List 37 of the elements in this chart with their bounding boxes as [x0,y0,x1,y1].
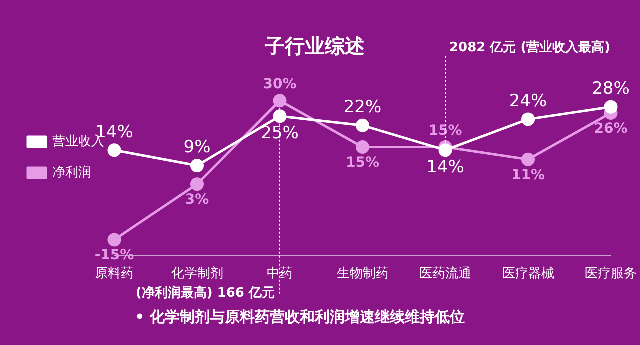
data-label: -15% [94,248,134,264]
point [108,233,122,247]
point [522,152,535,166]
data-label: 15% [346,154,380,171]
point [356,118,370,132]
data-label: 24% [509,91,548,112]
data-label: 30% [263,76,297,93]
data-label: 25% [261,123,299,144]
data-label: 11% [511,167,546,184]
point [273,110,287,124]
legend-label: 净利润 [52,165,92,180]
point [108,144,122,158]
annotation: 2082 亿元 (营业收入最高) [450,39,611,56]
x-tick-label: 医药流通 [420,266,472,282]
point [438,144,452,158]
point [190,159,204,173]
x-tick-label: 化学制剂 [171,266,224,282]
annotation: (净利润最高) 166 亿元 [136,284,275,301]
data-label: 28% [592,79,630,99]
point [273,94,287,108]
chart-title: 子行业综述 [264,34,365,58]
point [522,112,535,126]
data-label: 14% [426,157,464,178]
x-tick-label: 生物制药 [336,266,389,282]
x-tick-label: 医疗服务 [585,266,637,282]
data-label: 15% [428,122,462,139]
data-label: 3% [185,192,210,208]
data-label: 22% [344,98,382,118]
point [356,140,370,154]
x-tick-label: 中药 [267,266,293,282]
text: • 化学制剂与原料药营收和利润增速继续维持低位 [135,308,465,326]
point [190,178,204,192]
x-tick-label: 原料药 [95,266,134,282]
data-label: 9% [184,138,211,158]
data-label: 26% [594,120,628,137]
point [604,100,618,114]
x-tick-label: 医疗器械 [502,266,554,282]
